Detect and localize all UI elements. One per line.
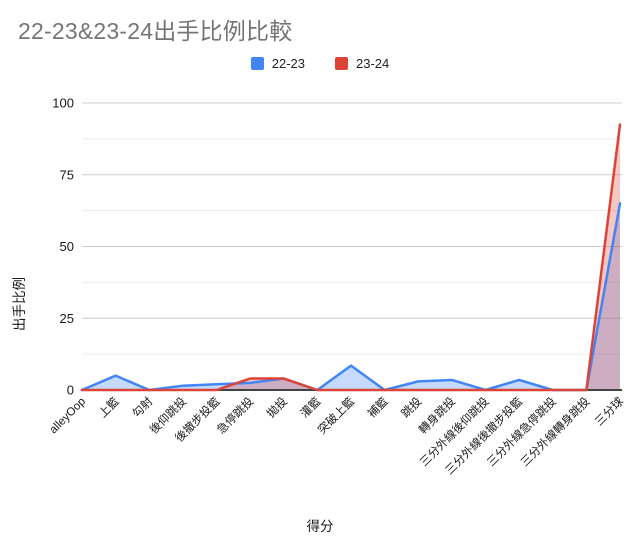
x-tick-label-9: 補籃 bbox=[365, 394, 391, 420]
legend: 22-23 23-24 bbox=[0, 56, 640, 71]
x-tick-label-1: 上籃 bbox=[96, 394, 122, 420]
legend-item-23-24[interactable]: 23-24 bbox=[335, 56, 389, 71]
x-tick-label-6: 拋投 bbox=[264, 394, 291, 421]
y-tick-label-100: 100 bbox=[52, 96, 74, 111]
x-axis-title: 得分 bbox=[307, 518, 334, 534]
x-tick-label-16: 三分球 bbox=[592, 394, 627, 429]
series-line-22-23 bbox=[80, 202, 622, 392]
x-tick-label-5: 急停跳投 bbox=[214, 394, 257, 437]
legend-label-22-23: 22-23 bbox=[271, 56, 305, 71]
x-tick-label-8: 突破上籃 bbox=[315, 394, 357, 436]
series-line-23-24 bbox=[80, 123, 622, 392]
y-tick-label-0: 0 bbox=[67, 383, 74, 398]
series-area-23-24 bbox=[82, 124, 620, 391]
x-tick-label-0: alleyOop bbox=[48, 396, 89, 437]
y-tick-label-25: 25 bbox=[60, 311, 74, 326]
x-tick-label-10: 跳投 bbox=[398, 394, 425, 421]
legend-label-23-24: 23-24 bbox=[356, 56, 390, 71]
legend-item-22-23[interactable]: 22-23 bbox=[250, 56, 305, 71]
y-axis-title: 出手比例 bbox=[12, 277, 27, 331]
y-tick-label-75: 75 bbox=[60, 167, 74, 182]
x-tick-label-2: 勾射 bbox=[129, 394, 156, 421]
legend-swatch-22-23-icon bbox=[250, 57, 264, 70]
legend-swatch-23-24-icon bbox=[335, 57, 348, 70]
series-area-22-23 bbox=[82, 203, 620, 390]
y-tick-label-50: 50 bbox=[60, 239, 74, 254]
x-tick-label-7: 灌籃 bbox=[297, 394, 323, 420]
chart-title: 22-23&23-24出手比例比較 bbox=[18, 18, 293, 44]
